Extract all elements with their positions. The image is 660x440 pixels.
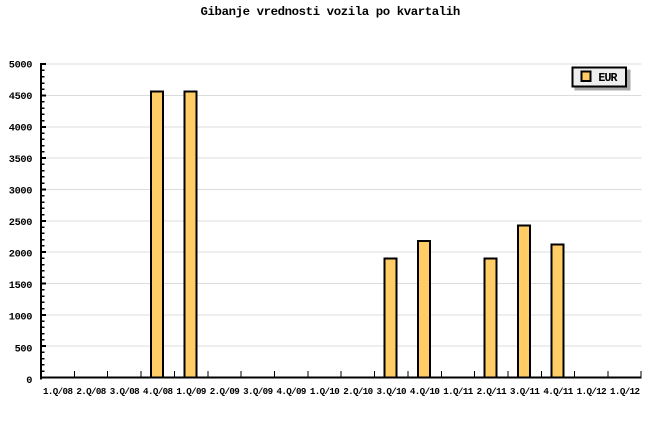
svg-text:5000: 5000 (9, 60, 32, 72)
svg-text:1.Q/12: 1.Q/12 (610, 386, 639, 397)
svg-text:3.Q/10: 3.Q/10 (377, 386, 406, 397)
svg-text:2.Q/11: 2.Q/11 (477, 386, 507, 397)
svg-text:3.Q/11: 3.Q/11 (510, 386, 540, 397)
svg-text:2.Q/09: 2.Q/09 (210, 386, 239, 397)
svg-text:2.Q/08: 2.Q/08 (76, 386, 106, 397)
svg-text:3.Q/08: 3.Q/08 (110, 386, 140, 397)
svg-text:1000: 1000 (9, 312, 32, 324)
svg-text:1.Q/11: 1.Q/11 (443, 386, 473, 397)
svg-text:2500: 2500 (9, 217, 32, 229)
svg-text:0: 0 (26, 375, 32, 387)
svg-text:4.Q/11: 4.Q/11 (543, 386, 573, 397)
svg-text:4000: 4000 (9, 123, 32, 135)
svg-text:EUR: EUR (598, 72, 617, 85)
svg-text:500: 500 (15, 343, 33, 355)
svg-text:1.Q/10: 1.Q/10 (310, 386, 339, 397)
svg-text:3.Q/09: 3.Q/09 (243, 386, 272, 397)
svg-text:4.Q/09: 4.Q/09 (276, 386, 305, 397)
svg-text:Gibanje vrednosti vozila po kv: Gibanje vrednosti vozila po kvartalih (201, 5, 460, 19)
svg-text:1.Q/08: 1.Q/08 (43, 386, 73, 397)
svg-text:4500: 4500 (9, 91, 32, 103)
svg-text:4.Q/08: 4.Q/08 (143, 386, 173, 397)
svg-text:1500: 1500 (9, 280, 32, 292)
svg-text:4.Q/10: 4.Q/10 (410, 386, 439, 397)
svg-text:3000: 3000 (9, 186, 32, 198)
svg-text:1.Q/09: 1.Q/09 (176, 386, 205, 397)
svg-text:2000: 2000 (9, 249, 32, 261)
svg-text:2.Q/10: 2.Q/10 (343, 386, 372, 397)
svg-text:3500: 3500 (9, 154, 32, 166)
svg-text:1.Q/12: 1.Q/12 (577, 386, 606, 397)
